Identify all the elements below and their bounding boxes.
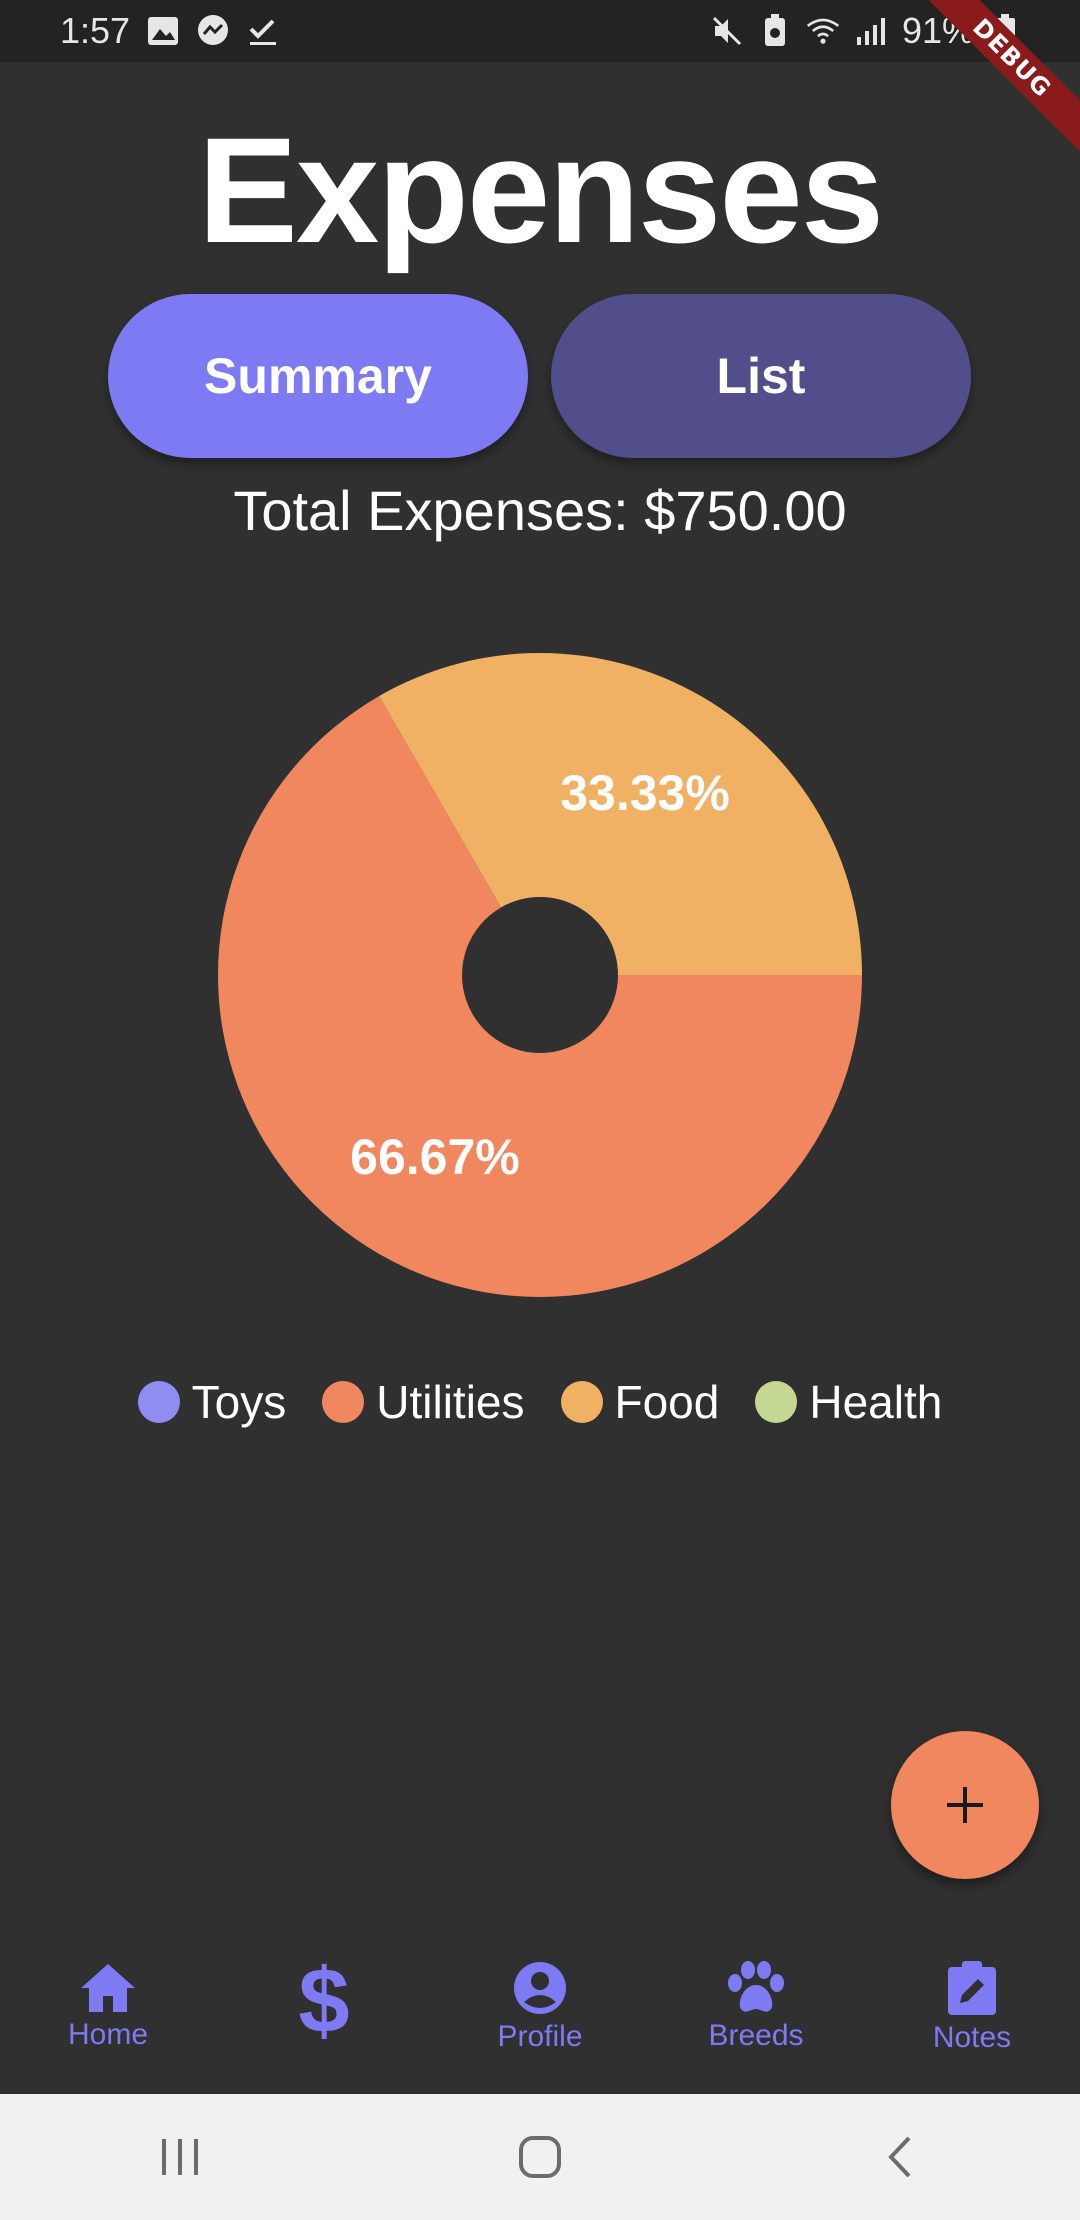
plus-icon <box>947 1787 983 1823</box>
dollar-icon: $ <box>298 1960 349 2050</box>
wifi-icon <box>806 14 840 48</box>
expenses-pie-chart: 33.33% 66.67% <box>0 620 1080 1320</box>
task-check-icon <box>246 14 280 48</box>
legend-item-food: Food <box>560 1375 720 1429</box>
nav-home[interactable]: Home <box>0 1920 216 2094</box>
slice-label-utilities: 66.67% <box>350 1129 520 1185</box>
pie-chart-svg: 33.33% 66.67% <box>217 653 862 1297</box>
back-chevron-icon <box>888 2136 911 2178</box>
nav-notes-label: Notes <box>932 2021 1012 2054</box>
system-navigation-bar <box>0 2094 1080 2220</box>
legend-label: Health <box>809 1376 943 1428</box>
legend-dot <box>560 1381 603 1423</box>
pie-slice-food[interactable] <box>379 653 862 975</box>
add-expense-button[interactable] <box>891 1731 1039 1879</box>
signal-icon <box>854 14 888 48</box>
slice-label-food: 33.33% <box>560 765 730 821</box>
status-bar: 1:57 91% <box>0 0 1080 62</box>
recent-apps-button[interactable] <box>120 2117 240 2197</box>
status-left: 1:57 <box>60 0 280 62</box>
nav-breeds-label: Breeds <box>708 2019 804 2052</box>
note-edit-icon <box>948 1961 996 2015</box>
nav-notes[interactable]: Notes <box>864 1920 1080 2094</box>
bottom-navigation: Home $ Profile Breeds <box>0 1920 1080 2094</box>
legend-dot <box>137 1381 180 1423</box>
legend-dot <box>755 1381 798 1423</box>
home-outline-icon <box>519 2136 561 2178</box>
messenger-icon <box>196 14 230 48</box>
legend-label: Toys <box>191 1376 287 1428</box>
paw-icon <box>728 1961 784 2012</box>
battery-saver-icon <box>758 14 792 48</box>
nav-home-label: Home <box>67 2018 149 2051</box>
summary-button[interactable]: Summary <box>108 294 528 458</box>
mute-icon <box>710 14 744 48</box>
nav-profile-label: Profile <box>497 2020 583 2053</box>
legend-dot <box>322 1381 365 1423</box>
recent-apps-icon <box>162 2139 198 2175</box>
list-button[interactable]: List <box>551 294 971 458</box>
nav-profile[interactable]: Profile <box>432 1920 648 2094</box>
legend-item-utilities: Utilities <box>322 1375 525 1429</box>
legend-label: Food <box>614 1376 720 1428</box>
legend-item-toys: Toys <box>137 1375 287 1429</box>
gallery-icon <box>146 14 180 48</box>
svg-text:$: $ <box>298 1960 349 2050</box>
nav-breeds[interactable]: Breeds <box>648 1920 864 2094</box>
status-time: 1:57 <box>60 10 131 51</box>
total-expenses: Total Expenses: $750.00 <box>233 479 847 542</box>
pie-slice-utilities[interactable] <box>217 696 862 1297</box>
legend-label: Utilities <box>376 1376 525 1428</box>
chart-legend: Toys Utilities Food Health <box>0 1375 1080 1429</box>
page-title: Expenses <box>197 106 884 274</box>
legend-item-health: Health <box>755 1375 942 1429</box>
back-button[interactable] <box>840 2117 960 2197</box>
home-system-button[interactable] <box>480 2117 600 2197</box>
account-circle-icon <box>514 1962 566 2014</box>
nav-expenses[interactable]: $ <box>216 1920 432 2094</box>
home-icon <box>81 1964 135 2012</box>
